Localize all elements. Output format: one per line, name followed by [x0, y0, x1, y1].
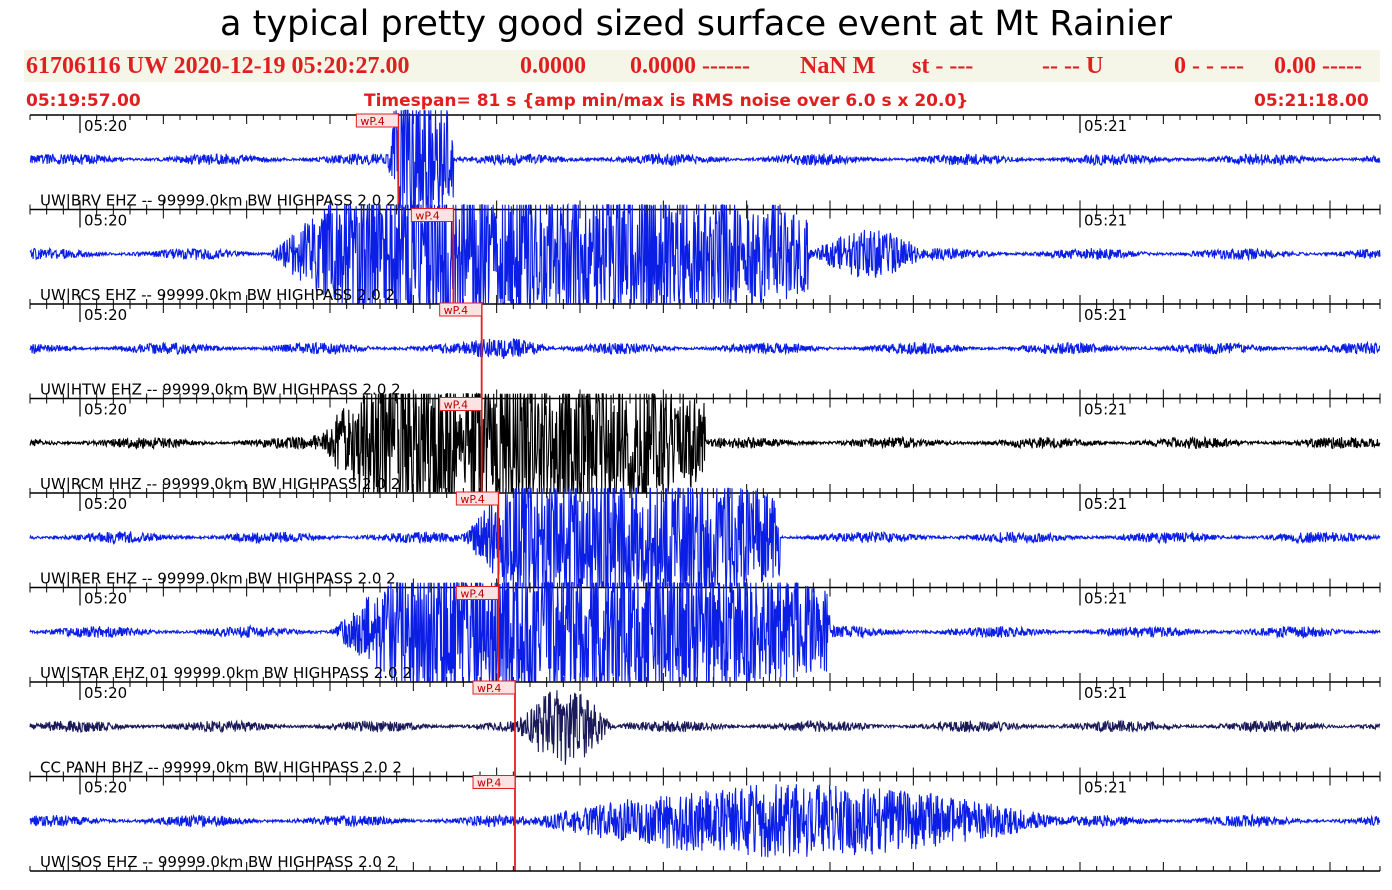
figure-title: a typical pretty good sized surface even…	[220, 4, 1172, 44]
minute-label-left: 05:20	[84, 306, 127, 324]
trace-label: UW|HTW EHZ -- 99999.0km BW HIGHPASS 2.0 …	[40, 381, 401, 399]
waveform-trace	[29, 338, 1381, 360]
event-lat: 0.0000	[520, 53, 586, 79]
pick-label: wP.4	[415, 210, 439, 223]
trace-label: UW|RER EHZ -- 99999.0km BW HIGHPASS 2.0 …	[40, 570, 396, 588]
waveform-trace	[29, 784, 1381, 858]
event-header: 61706116 UW 2020-12-19 05:20:27.00 0.000…	[24, 50, 1380, 82]
minute-label-right: 05:21	[1084, 306, 1127, 324]
pick-label-box	[439, 302, 483, 317]
timespan-text: Timespan= 81 s {amp min/max is RMS noise…	[364, 91, 969, 111]
minute-label-left: 05:20	[84, 684, 127, 702]
waveform-trace	[29, 580, 1381, 683]
trace-label: UW|STAR EHZ 01 99999.0km BW HIGHPASS 2.0…	[40, 664, 412, 682]
minute-label-right: 05:21	[1084, 590, 1127, 608]
trace-label: CC PANH BHZ -- 99999.0km BW HIGHPASS 2.0…	[40, 759, 402, 777]
pick-label: wP.4	[460, 493, 484, 506]
minute-label-left: 05:20	[84, 212, 127, 230]
pick-label-box	[455, 491, 499, 506]
minute-label-right: 05:21	[1084, 401, 1127, 419]
trace-label: UW|RCS EHZ -- 99999.0km BW HIGHPASS 2.0 …	[40, 286, 395, 304]
pick-label: wP.4	[460, 588, 484, 601]
waveform-trace	[29, 109, 1381, 210]
waveform-trace	[29, 202, 1381, 306]
event-type: st - ---	[912, 53, 974, 79]
pick-label: wP.4	[477, 682, 501, 695]
minute-label-right: 05:21	[1084, 684, 1127, 702]
pick-label: wP.4	[360, 115, 384, 128]
minute-label-right: 05:21	[1084, 117, 1127, 135]
timespan-bar: 05:19:57.00 Timespan= 81 s {amp min/max …	[24, 88, 1380, 114]
trace-label: UW|SOS EHZ -- 99999.0km BW HIGHPASS 2.0 …	[40, 853, 396, 871]
event-value: 0.00 -----	[1274, 53, 1362, 79]
pick-label: wP.4	[477, 777, 501, 790]
minute-label-left: 05:20	[84, 590, 127, 608]
pick-label-box	[355, 113, 399, 128]
pick-label-box	[455, 586, 499, 600]
minute-label-right: 05:21	[1084, 495, 1127, 513]
minute-label-right: 05:21	[1084, 212, 1127, 230]
minute-label-right: 05:21	[1084, 779, 1127, 797]
trace-label: UW|BRV EHZ -- 99999.0km BW HIGHPASS 2.0 …	[40, 192, 396, 210]
minute-label-left: 05:20	[84, 779, 127, 797]
pick-label: wP.4	[444, 399, 468, 412]
pick-label-box	[472, 680, 516, 695]
pick-label-box	[410, 208, 454, 222]
trace-label: UW|RCM HHZ -- 99999.0km BW HIGHPASS 2.0 …	[40, 475, 400, 493]
event-flags: -- -- U	[1042, 53, 1104, 79]
event-id: 61706116 UW 2020-12-19 05:20:27.00	[26, 53, 410, 79]
pick-label-box	[472, 775, 516, 789]
minute-label-left: 05:20	[84, 401, 127, 419]
event-lon: 0.0000 ------	[630, 53, 750, 79]
event-count: 0 - - ---	[1174, 53, 1244, 79]
waveform-trace	[29, 392, 1381, 494]
minute-label-left: 05:20	[84, 117, 127, 135]
pick-label-box	[439, 397, 483, 411]
pick-label: wP.4	[444, 304, 468, 317]
event-magnitude: NaN M	[800, 53, 876, 79]
waveform-trace	[29, 690, 1381, 765]
minute-label-left: 05:20	[84, 495, 127, 513]
start-time: 05:19:57.00	[26, 91, 141, 111]
end-time: 05:21:18.00	[1254, 91, 1369, 111]
waveform-trace	[29, 487, 1381, 589]
